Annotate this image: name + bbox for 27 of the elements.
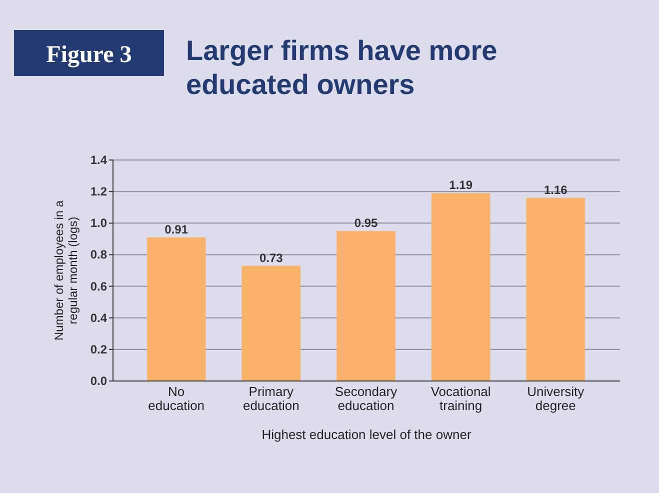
y-tick-label: 0.0 xyxy=(90,374,108,388)
bar xyxy=(242,266,301,381)
x-tick-label: No education xyxy=(148,384,205,413)
data-label: 0.91 xyxy=(164,222,188,236)
caption: Figure 3 xyxy=(46,42,132,68)
y-tick-label: 1.0 xyxy=(90,216,108,230)
x-tick-label: University degree xyxy=(527,384,585,413)
y-tick-label: 0.2 xyxy=(90,342,108,356)
x-tick-label: Secondary education xyxy=(334,384,398,413)
bar xyxy=(526,198,586,381)
data-label: 0.73 xyxy=(260,250,284,265)
y-axis-title: Number of employees in a regular month (logs) xyxy=(52,200,80,341)
y-tick-label: 0.6 xyxy=(90,279,108,294)
y-tick-label: 0.4 xyxy=(90,310,108,325)
data-label: 1.16 xyxy=(544,182,568,197)
chart-title: Larger firms have more educated owners xyxy=(186,35,498,100)
y-tick-label: 1.4 xyxy=(90,153,108,167)
data-label: 1.19 xyxy=(449,178,473,192)
y-tick-label: 0.8 xyxy=(90,248,108,262)
bar xyxy=(431,193,490,381)
x-axis-title: Highest education level of the owner xyxy=(262,427,472,442)
data-label: 0.95 xyxy=(354,216,378,230)
y-tick-label: 1.2 xyxy=(90,184,108,199)
x-tick-label: Primary education xyxy=(242,384,300,413)
bar xyxy=(146,237,206,381)
bar xyxy=(336,231,396,381)
x-tick-label: Vocational training xyxy=(430,384,491,413)
